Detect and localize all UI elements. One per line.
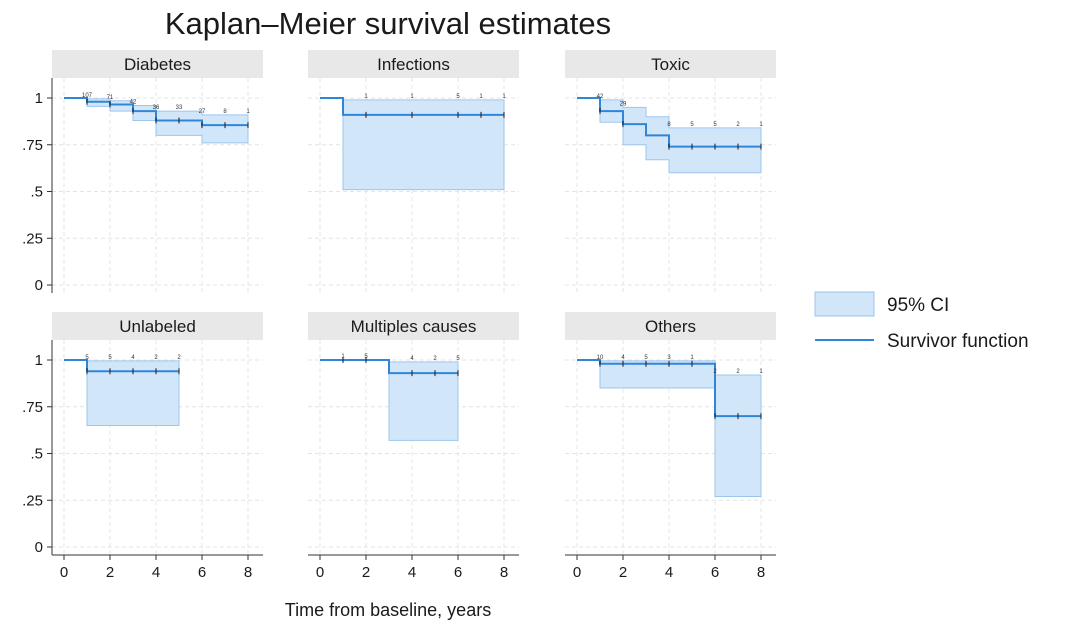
x-tick-label: 2 <box>619 564 627 581</box>
at-risk-label: 1 <box>690 355 694 361</box>
x-tick-label: 0 <box>60 564 68 581</box>
panel-strip <box>52 312 263 340</box>
x-tick-label: 4 <box>408 564 416 581</box>
y-tick-label: .75 <box>22 399 43 416</box>
x-tick-label: 4 <box>152 564 160 581</box>
y-tick-label: 1 <box>35 352 43 369</box>
x-tick-label: 2 <box>106 564 114 581</box>
legend: 95% CI Survivor function <box>814 291 1029 352</box>
at-risk-label: 27 <box>199 109 206 115</box>
at-risk-label: 4 <box>621 355 625 361</box>
y-tick-label: .25 <box>22 492 43 509</box>
x-tick-label: 8 <box>244 564 252 581</box>
x-tick-label: 0 <box>316 564 324 581</box>
at-risk-label: 1 <box>759 369 763 375</box>
y-tick-label: .5 <box>30 184 43 201</box>
at-risk-label: 29 <box>620 101 627 107</box>
at-risk-label: 5 <box>85 355 89 361</box>
at-risk-label: 5 <box>108 355 112 361</box>
at-risk-label: 5 <box>713 122 717 128</box>
panel-strip <box>308 50 519 78</box>
panel-strip <box>565 50 776 78</box>
survivor-line <box>577 359 761 418</box>
at-risk-label: 1 <box>364 94 368 100</box>
panel-unlabeled: Unlabeled 0 .25 .5 .75 1 0 2 4 6 8 5 5 4 2 2 <box>22 312 263 581</box>
at-risk-label: 3 <box>667 355 671 361</box>
at-risk-label: 33 <box>176 105 183 111</box>
x-tick-label: 6 <box>198 564 206 581</box>
at-risk-label: 1 <box>246 109 250 115</box>
legend-ci-label: 95% CI <box>887 295 949 316</box>
x-tick-label: 4 <box>665 564 673 581</box>
at-risk-label: 42 <box>130 99 137 105</box>
legend-ci-swatch <box>814 291 875 317</box>
at-risk-label: 5 <box>644 355 648 361</box>
survivor-line <box>320 359 458 375</box>
panel-toxic: Toxic 42 29 8 5 5 2 1 <box>565 50 776 293</box>
legend-survivor-label: Survivor function <box>887 331 1029 352</box>
at-risk-label: 1 <box>502 94 506 100</box>
at-risk-label: 5 <box>364 354 368 360</box>
survivor-line <box>577 97 761 148</box>
y-tick-label: 0 <box>35 539 43 556</box>
at-risk-label: 8 <box>223 109 227 115</box>
survivor-line <box>320 97 504 116</box>
at-risk-label: 42 <box>597 94 604 100</box>
panel-strip <box>565 312 776 340</box>
ci-band <box>320 97 505 191</box>
ci-band <box>64 359 180 426</box>
panel-title: Others <box>645 317 696 336</box>
at-risk-label: 2 <box>177 355 181 361</box>
panel-title: Diabetes <box>124 55 191 74</box>
at-risk-label: 1 <box>479 94 483 100</box>
x-tick-label: 2 <box>362 564 370 581</box>
at-risk-label: 2 <box>713 369 717 375</box>
at-risk-label: 2 <box>154 355 158 361</box>
y-tick-label: .25 <box>22 230 43 247</box>
x-tick-label: 8 <box>757 564 765 581</box>
panel-others: Others 0 2 4 6 8 10 4 5 3 1 2 2 1 <box>565 312 776 581</box>
x-tick-label: 8 <box>500 564 508 581</box>
at-risk-label: 5 <box>456 356 460 362</box>
at-risk-label: 2 <box>736 369 740 375</box>
panel-title: Unlabeled <box>119 317 196 336</box>
y-tick-label: 0 <box>35 277 43 294</box>
x-axis-label: Time from baseline, years <box>285 600 491 620</box>
at-risk-label: 5 <box>690 122 694 128</box>
at-risk-label: 4 <box>131 355 135 361</box>
x-tick-label: 6 <box>711 564 719 581</box>
at-risk-label: 1 <box>341 354 345 360</box>
panel-strip <box>52 50 263 78</box>
panel-title: Infections <box>377 55 450 74</box>
at-risk-label: 8 <box>667 122 671 128</box>
at-risk-label: 2 <box>736 122 740 128</box>
at-risk-label: 4 <box>410 356 414 362</box>
panel-multiples-causes: Multiples causes 0 2 4 6 8 1 5 4 2 5 <box>308 312 519 581</box>
at-risk-label: 1 <box>759 122 763 128</box>
panel-title: Multiples causes <box>351 317 477 336</box>
at-risk-label: 71 <box>107 95 114 101</box>
y-tick-label: .75 <box>22 137 43 154</box>
panel-diabetes: Diabetes 0 .25 .5 .75 1 107 71 42 36 33 27 8 1 <box>22 50 263 294</box>
y-tick-label: .5 <box>30 446 43 463</box>
at-risk-label: 107 <box>82 93 93 99</box>
x-tick-label: 6 <box>454 564 462 581</box>
chart-title: Kaplan–Meier survival estimates <box>165 6 611 41</box>
at-risk-label: 10 <box>597 355 604 361</box>
at-risk-label: 5 <box>456 94 460 100</box>
panel-title: Toxic <box>651 55 690 74</box>
at-risk-label: 2 <box>433 356 437 362</box>
panel-strip <box>308 312 519 340</box>
y-tick-label: 1 <box>35 90 43 107</box>
x-tick-label: 0 <box>573 564 581 581</box>
at-risk-label: 36 <box>153 105 160 111</box>
panel-infections: Infections 1 1 5 1 1 <box>308 50 519 293</box>
at-risk-label: 1 <box>410 94 414 100</box>
